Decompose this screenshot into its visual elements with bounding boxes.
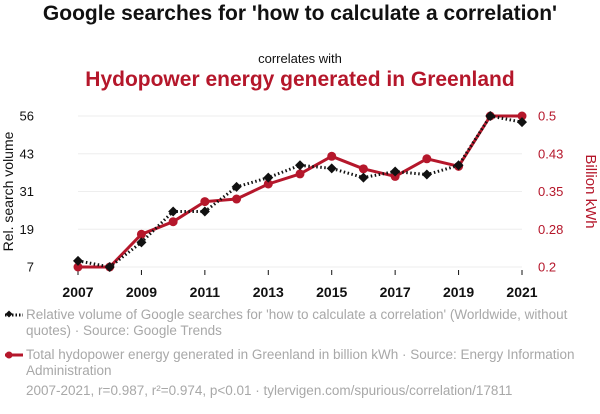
y-right-tick-label: 0.2: [538, 260, 556, 275]
x-tick-label: 2021: [506, 284, 537, 300]
chart-subtitle: correlates with: [258, 51, 342, 66]
y-right-tick-label: 0.5: [538, 109, 556, 124]
series-search-volume-point: [517, 117, 527, 128]
x-tick-label: 2011: [190, 284, 221, 300]
dual-axis-line-chart: 7 0.2 19 0.28 31 0.35 43 0.43 56 0.5 2007 2009 2011 2…: [0, 109, 599, 301]
y-left-tick-label: 7: [27, 260, 34, 275]
series-search-volume-point: [485, 111, 496, 121]
legend-item-hydropower: Total hydopower energy generated in Gree…: [4, 347, 600, 379]
legend-swatch-dotted-diamond: [5, 310, 23, 318]
x-tick-label: 2007: [62, 284, 93, 300]
chart-title: Google searches for 'how to calculate a …: [42, 2, 558, 25]
legend-label-hydropower: Total hydopower energy generated in Gree…: [26, 347, 575, 378]
series-hydropower-point: [73, 262, 83, 272]
series-search-volume-point: [421, 169, 432, 180]
legend-swatch-solid-circle: [5, 351, 23, 359]
y-left-tick-label: 43: [20, 146, 34, 161]
series-search-volume-point: [390, 166, 401, 177]
footer-stats: 2007-2021, r=0.987, r²=0.974, p<0.01 · t…: [26, 383, 513, 398]
series-hydropower-point: [136, 229, 146, 239]
series-search-volume-point: [453, 160, 464, 171]
y-left-tick-label: 31: [20, 184, 34, 199]
series-search-volume-point: [263, 172, 274, 183]
x-tick-label: 2015: [316, 284, 347, 300]
series-hydropower-point: [327, 151, 337, 161]
series-search-volume-point: [104, 262, 115, 272]
y-left-tick-label: 19: [20, 222, 34, 237]
y-right-tick-label: 0.43: [538, 146, 563, 161]
series-search-volume-point: [358, 172, 369, 183]
series-hydropower-point: [517, 111, 527, 121]
x-tick-label: 2009: [126, 284, 157, 300]
series-hydropower-point: [263, 179, 273, 189]
x-tick-label: 2013: [253, 284, 284, 300]
series-hydropower-point: [200, 197, 210, 207]
series-hydropower-point: [358, 164, 368, 174]
series-hydropower-point: [422, 154, 432, 164]
series-search-volume-point: [231, 181, 242, 192]
legend-label-search-volume: Relative volume of Google searches for '…: [26, 307, 568, 338]
series-search-volume-point: [326, 163, 337, 174]
x-tick-label: 2019: [443, 284, 474, 300]
x-tick-label: 2017: [380, 284, 411, 300]
y-right-tick-label: 0.28: [538, 222, 563, 237]
legend: Relative volume of Google searches for '…: [4, 307, 600, 379]
y-left-axis-label: Rel. search volume: [0, 131, 16, 251]
series-hydropower-point: [295, 169, 305, 179]
chart-secondary-title: Hydopower energy generated in Greenland: [85, 68, 515, 91]
series-search-volume-point: [199, 206, 210, 217]
series-search-volume-point: [295, 160, 305, 171]
series-hydropower-point: [232, 194, 242, 204]
y-right-tick-label: 0.35: [538, 184, 563, 199]
series-search-volume-point: [168, 206, 179, 217]
series-search-volume-point: [136, 237, 147, 248]
y-left-tick-label: 56: [20, 109, 34, 124]
series-hydropower-point: [168, 217, 178, 227]
legend-item-search-volume: Relative volume of Google searches for '…: [4, 307, 600, 339]
series-search-volume-point: [73, 255, 83, 266]
y-right-axis-label: Billion kWh: [582, 154, 599, 228]
